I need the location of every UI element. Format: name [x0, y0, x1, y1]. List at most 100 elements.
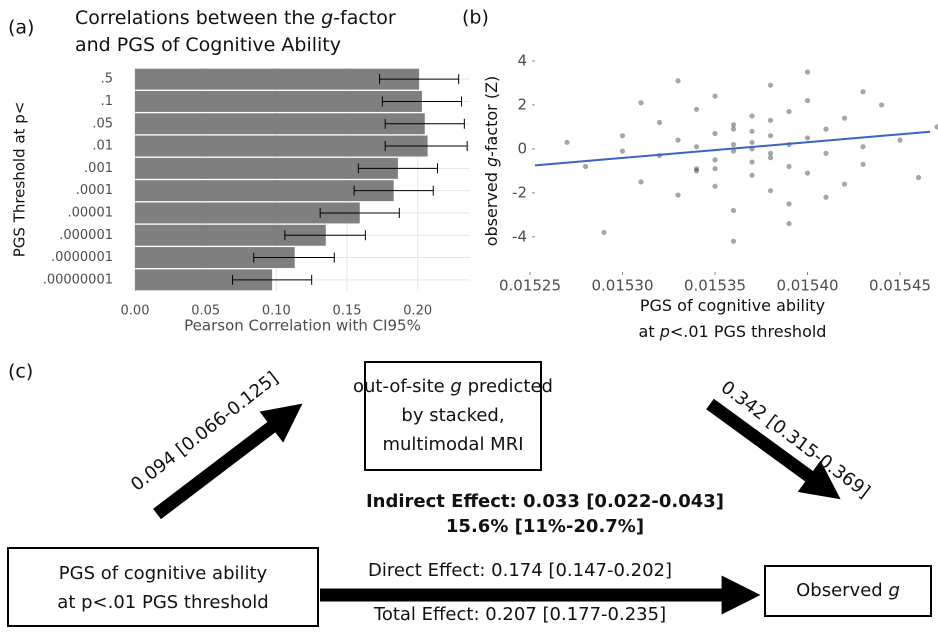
outcome-text-part: g — [888, 580, 899, 601]
point — [693, 144, 700, 150]
bar — [135, 202, 360, 224]
point — [730, 148, 737, 154]
bar — [135, 247, 295, 269]
mediator-text-part: multimodal MRI — [382, 434, 523, 455]
x-tick-label: 0.01535 — [684, 277, 746, 295]
predictor-text: PGS of cognitive ability — [59, 563, 268, 584]
x-axis-title-part: PGS of cognitive ability — [640, 296, 825, 315]
point — [767, 150, 774, 156]
mediator-text-part: out-of-site — [353, 376, 450, 397]
point — [619, 148, 626, 154]
y-tick-label: -2 — [512, 183, 527, 201]
bar — [135, 68, 420, 90]
predictor-text-part: PGS of cognitive ability — [59, 563, 268, 584]
y-tick-label: .0001 — [76, 183, 113, 198]
outcome-box — [764, 565, 932, 617]
y-tick-label: .05 — [92, 116, 113, 131]
y-axis-title: PGS Threshold at p< — [11, 102, 29, 258]
point — [860, 89, 866, 95]
point — [823, 150, 829, 156]
y-axis-title-part: -factor (Z) — [482, 76, 501, 157]
x-tick-label: 0.15 — [333, 304, 362, 319]
x-tick-label: 0.01525 — [499, 277, 561, 295]
mediator-text-part: by stacked, — [401, 405, 504, 426]
bar — [135, 135, 428, 157]
bar — [135, 157, 398, 179]
x-axis-title: at p<.01 PGS threshold — [639, 322, 827, 341]
chart-title-part: -factor — [333, 7, 396, 29]
x-tick-label: 0.01540 — [777, 277, 839, 295]
point — [638, 100, 644, 106]
y-tick-label: -4 — [512, 227, 527, 245]
panel-label: (a) — [8, 17, 34, 39]
outcome-text-part: Observed — [796, 580, 888, 601]
y-tick-label: .00000001 — [43, 272, 113, 287]
point — [582, 163, 589, 170]
x-tick-label: 0.01530 — [591, 277, 653, 295]
point — [730, 126, 737, 132]
y-tick-label: 0 — [517, 139, 527, 157]
point — [786, 163, 792, 170]
point — [712, 183, 718, 189]
y-tick-label: 2 — [517, 95, 527, 113]
point — [804, 97, 811, 104]
path-label: 0.342 [0.315-0.369] — [717, 377, 874, 503]
indirect-effect: Indirect Effect: 0.033 [0.022-0.043] — [366, 491, 724, 512]
y-axis-title-part: observed — [482, 167, 501, 246]
x-axis-title-part: p — [659, 322, 670, 341]
point — [730, 238, 737, 244]
predictor-text-part: at p<.01 PGS threshold — [57, 592, 268, 613]
chart-title-part: Correlations between the — [75, 7, 321, 29]
point — [693, 166, 700, 172]
bar — [135, 90, 422, 112]
point — [841, 115, 848, 121]
point — [860, 144, 866, 150]
point — [934, 124, 938, 130]
x-tick-label: 0.05 — [191, 304, 220, 319]
mediator-box — [364, 361, 542, 471]
x-axis-title-part: <.01 PGS threshold — [670, 322, 827, 341]
point — [897, 137, 903, 143]
mediator-text: multimodal MRI — [382, 434, 523, 455]
x-tick-label: 0.10 — [262, 304, 291, 319]
point — [804, 135, 811, 141]
mediator-text: by stacked, — [401, 405, 504, 426]
trend-line — [534, 130, 931, 167]
y-tick-label: .5 — [101, 72, 113, 87]
point — [730, 122, 737, 128]
y-tick-label: .001 — [84, 161, 113, 176]
point — [638, 179, 644, 185]
point — [730, 141, 737, 148]
b-arrow — [706, 398, 841, 500]
predictor-text: at p<.01 PGS threshold — [57, 592, 268, 613]
mediator-text-part: g — [450, 376, 461, 397]
point — [915, 174, 922, 181]
point — [767, 117, 774, 123]
point — [804, 170, 811, 176]
point — [693, 168, 700, 174]
chart-title: and PGS of Cognitive Ability — [75, 34, 341, 56]
point — [749, 159, 755, 165]
x-tick-label: 0.00 — [121, 304, 150, 319]
panel-label: (b) — [462, 7, 489, 29]
point — [804, 69, 811, 75]
point — [749, 139, 755, 145]
predictor-box — [7, 547, 319, 627]
point — [878, 102, 885, 108]
x-axis-title-part: at — [639, 322, 660, 341]
y-tick-label: .0000001 — [51, 250, 113, 265]
panel-label: (c) — [8, 361, 33, 383]
outcome-text: Observed g — [796, 580, 900, 601]
point — [564, 139, 570, 145]
point — [749, 128, 755, 134]
y-tick-label: .1 — [101, 94, 113, 109]
x-axis-title: Pearson Correlation with CI95% — [184, 317, 421, 335]
y-axis-title: observed g-factor (Z) — [482, 76, 501, 247]
x-axis-title: PGS of cognitive ability — [640, 296, 825, 315]
total-effect: Total Effect: 0.207 [0.177-0.235] — [373, 604, 666, 625]
y-tick-label: .01 — [92, 139, 113, 154]
point — [712, 93, 718, 99]
bar — [135, 113, 425, 135]
point — [656, 119, 663, 126]
